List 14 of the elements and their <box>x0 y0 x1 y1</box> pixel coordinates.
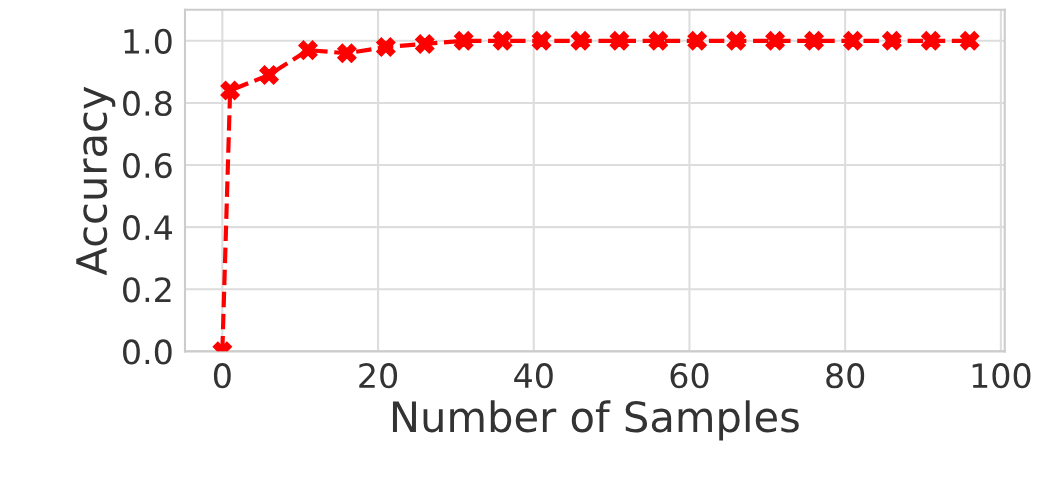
y-tick-label: 0.0 <box>123 339 172 365</box>
y-tick-label: 0.8 <box>123 90 172 117</box>
y-axis-title: Accuracy <box>76 86 116 276</box>
x-tick-label: 60 <box>670 363 709 389</box>
y-tick-label: 0.6 <box>123 152 172 179</box>
x-tick-label: 80 <box>826 363 865 389</box>
x-axis-title: Number of Samples <box>392 400 799 441</box>
y-tick-label: 1.0 <box>124 28 172 54</box>
x-tick-label: 40 <box>514 363 553 389</box>
x-tick-label: 20 <box>359 363 398 389</box>
x-tick-label: 0 <box>213 363 231 389</box>
y-tick-label: 0.4 <box>123 215 172 241</box>
x-tick-label: 100 <box>972 363 1031 389</box>
y-tick-label: 0.2 <box>123 277 171 303</box>
